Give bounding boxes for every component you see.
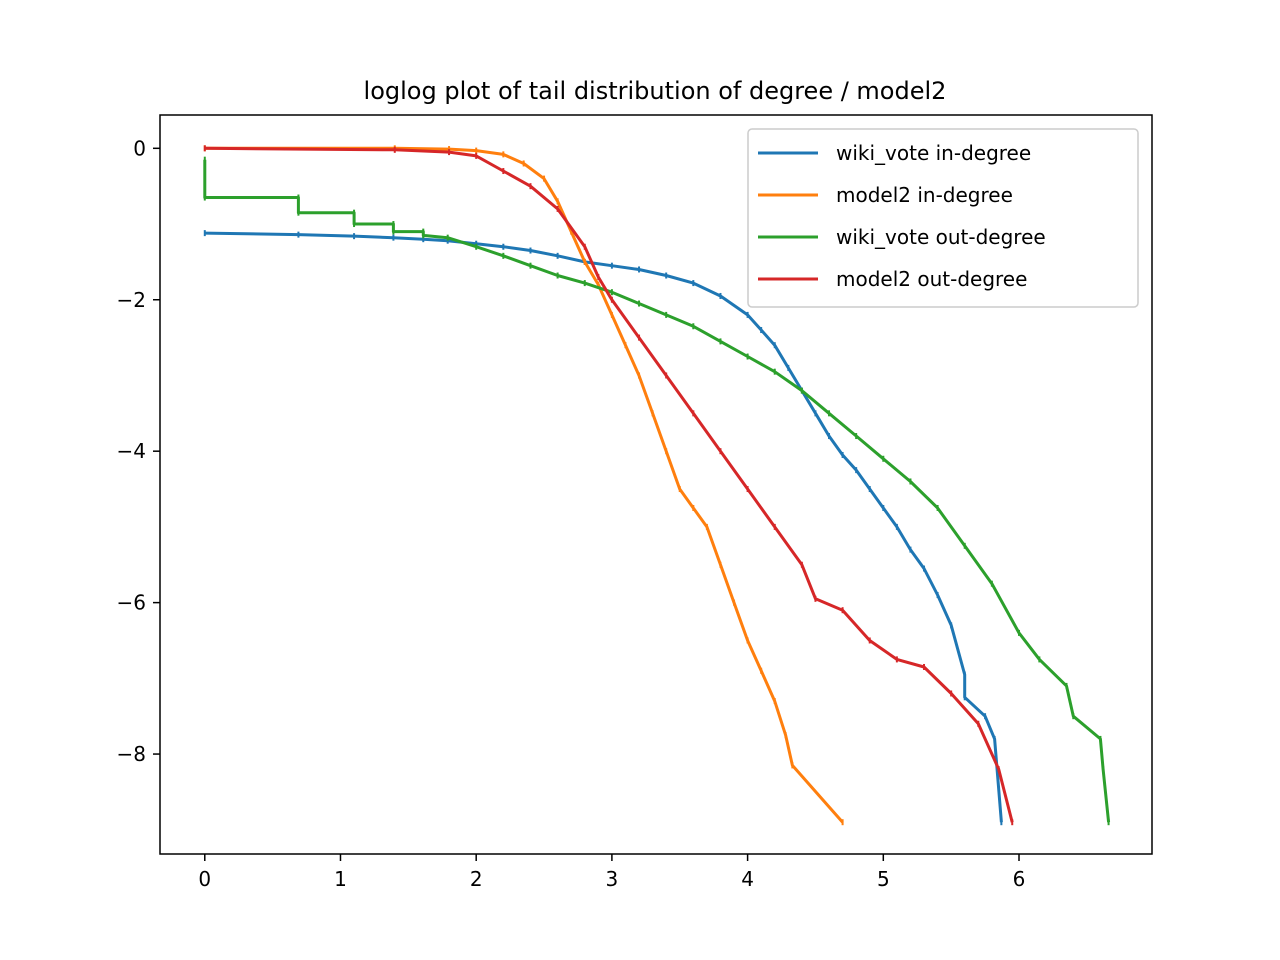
chart-title: loglog plot of tail distribution of degr… [364,77,947,105]
legend: wiki_vote in-degree model2 in-degree wiki_… [747,128,1139,308]
x-tick-label: 0 [198,867,211,891]
legend-box [747,128,1139,308]
y-tick-label: −4 [117,439,146,463]
x-tick-label: 5 [877,867,890,891]
legend-label: wiki_vote in-degree [836,141,1031,165]
x-tick-label: 6 [1013,867,1026,891]
x-tick-label: 3 [606,867,619,891]
y-tick-label: −8 [117,742,146,766]
legend-label: model2 out-degree [836,267,1027,291]
y-tick-label: −6 [117,591,146,615]
plot-area [203,145,1111,826]
plot-frame [159,114,1153,855]
series-line-0 [204,231,1003,823]
axes: 0 1 2 3 4 5 6 0 −2 −4 −6 −8 [117,114,1153,891]
x-tick-label: 4 [741,867,754,891]
x-tick-label: 2 [470,867,483,891]
y-tick-label: −2 [117,288,146,312]
series-line-3 [204,146,1014,823]
legend-label: model2 in-degree [836,183,1013,207]
y-tick-label: 0 [133,136,146,160]
x-tick-label: 1 [334,867,347,891]
legend-label: wiki_vote out-degree [836,225,1046,249]
